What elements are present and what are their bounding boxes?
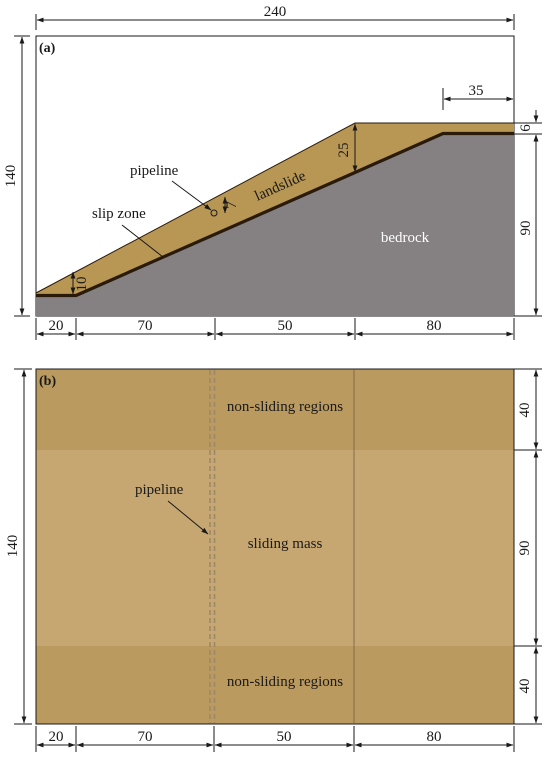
dim-b-right-2: 90 — [517, 541, 533, 556]
label-pipeline-b: pipeline — [135, 482, 184, 498]
dim-b-right-3: 40 — [517, 679, 533, 694]
dim-bottom-2: 70 — [138, 318, 153, 334]
label-bedrock: bedrock — [381, 230, 430, 246]
slip-zone-leader — [121, 224, 164, 258]
dim-crest-width: 35 — [469, 83, 484, 99]
dim-bottom-4: 80 — [427, 318, 442, 334]
panel-b-bottom-dims: 20 70 50 80 — [35, 726, 515, 752]
panel-a: (a) 240 140 35 6 90 25 10 7 — [3, 4, 542, 340]
pipeline-leader-b — [167, 500, 209, 535]
dim-b-bottom-1: 20 — [49, 729, 64, 745]
label-non-sliding-bottom: non-sliding regions — [227, 674, 343, 690]
dim-bottom-1: 20 — [49, 318, 64, 334]
label-sliding-mass: sliding mass — [248, 536, 323, 552]
dim-top-width: 240 — [264, 4, 287, 20]
dim-b-bottom-3: 50 — [277, 729, 292, 745]
dim-pipeline-depth: 7 — [224, 201, 240, 209]
non-sliding-region-top — [36, 369, 514, 450]
dim-slip-thickness: 25 — [336, 143, 352, 158]
dim-b-bottom-4: 80 — [427, 729, 442, 745]
dim-toe-thickness: 10 — [74, 277, 90, 292]
dim-b-left-height: 140 — [5, 535, 21, 558]
dim-b-right-1: 40 — [517, 403, 533, 418]
dim-bottom-3: 50 — [278, 318, 293, 334]
dim-landslide-thickness-top: 6 — [518, 124, 534, 132]
dim-right-height: 90 — [518, 221, 534, 236]
label-non-sliding-top: non-sliding regions — [227, 399, 343, 415]
dim-left-height: 140 — [3, 165, 19, 188]
panel-b: (b) non-sliding regions sliding mass non… — [5, 368, 542, 752]
bedrock-region — [36, 134, 514, 316]
label-slip-zone: slip zone — [92, 206, 146, 222]
panel-b-label: (b) — [39, 374, 56, 389]
ground-surface-line — [35, 122, 514, 294]
non-sliding-region-bottom — [36, 646, 514, 724]
label-pipeline-a: pipeline — [130, 163, 179, 179]
panel-a-bottom-dims: 20 70 50 80 — [35, 318, 515, 340]
dim-b-bottom-2: 70 — [138, 729, 153, 745]
pipeline-marker — [210, 209, 218, 217]
pipeline-leader-a — [171, 180, 212, 211]
landslide-region — [36, 123, 514, 296]
panel-a-label: (a) — [39, 41, 56, 56]
slip-zone-line — [36, 131, 514, 298]
panel-b-frame — [35, 368, 515, 725]
